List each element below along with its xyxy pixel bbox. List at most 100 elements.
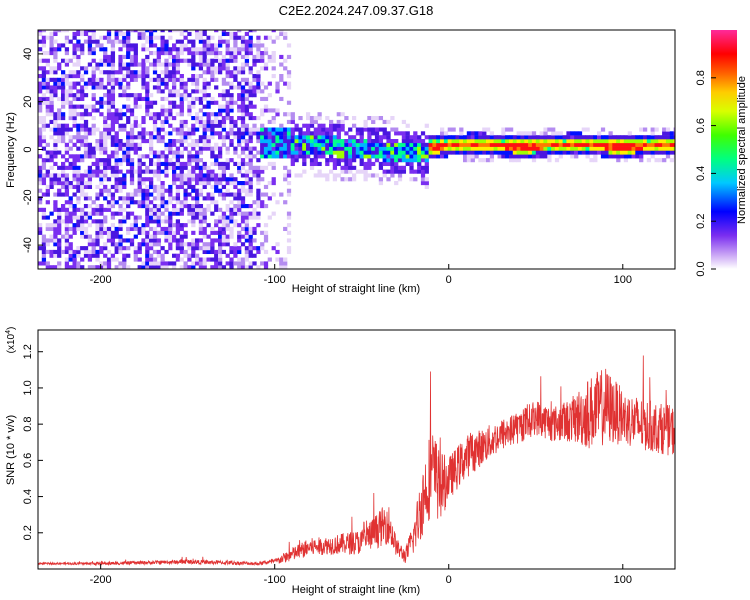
heatmap-cell: [221, 184, 227, 190]
heatmap-cell: [45, 77, 50, 82]
heatmap-cell: [290, 116, 295, 121]
heatmap-cell: [191, 51, 196, 56]
heatmap-cell: [221, 39, 227, 44]
heatmap-cell: [309, 131, 315, 136]
heatmap-cell: [72, 257, 77, 262]
heatmap-cell: [551, 142, 556, 147]
heatmap-cell: [103, 139, 108, 144]
heatmap-cell: [72, 158, 77, 163]
heatmap-cell: [191, 154, 196, 159]
heatmap-cell: [240, 100, 246, 105]
heatmap-cell: [286, 119, 292, 125]
heatmap-cell: [283, 31, 288, 37]
heatmap-cell: [424, 177, 429, 182]
heatmap-cell: [91, 127, 96, 132]
heatmap-cell: [191, 96, 196, 102]
heatmap-cell: [202, 146, 207, 151]
heatmap-cell: [152, 265, 158, 269]
heatmap-cell: [202, 112, 207, 117]
heatmap-cell: [126, 62, 131, 67]
heatmap-cell: [210, 173, 215, 178]
heatmap-cell: [589, 146, 594, 151]
heatmap-cell: [195, 257, 200, 262]
heatmap-cell: [99, 47, 104, 52]
heatmap-cell: [168, 116, 173, 121]
heatmap-cell: [260, 89, 265, 94]
heatmap-cell: [317, 150, 322, 155]
heatmap-cell: [80, 47, 85, 52]
heatmap-cell: [183, 58, 188, 63]
heatmap-cell: [99, 234, 104, 239]
heatmap-cell: [149, 112, 154, 117]
heatmap-cell: [49, 154, 54, 159]
heatmap-cell: [191, 89, 196, 94]
heatmap-cell: [160, 184, 165, 190]
heatmap-cell: [198, 173, 204, 178]
heatmap-cell: [321, 154, 326, 159]
heatmap-cell: [505, 142, 510, 147]
heatmap-cell: [214, 184, 219, 190]
heatmap-cell: [218, 246, 223, 251]
heatmap-cell: [83, 169, 89, 174]
heatmap-cell: [202, 51, 207, 56]
heatmap-cell: [198, 257, 204, 262]
heatmap-cell: [64, 30, 70, 33]
heatmap-cell: [218, 150, 223, 155]
heatmap-cell: [80, 192, 85, 197]
heatmap-cell: [233, 219, 238, 224]
heatmap-cell: [141, 192, 146, 197]
heatmap-cell: [286, 70, 292, 75]
heatmap-cell: [49, 173, 54, 178]
heatmap-cell: [237, 257, 242, 262]
heatmap-cell: [466, 154, 472, 159]
heatmap-cell: [118, 207, 123, 212]
heatmap-cell: [137, 96, 142, 102]
heatmap-cell: [279, 135, 284, 140]
heatmap-cell: [179, 169, 184, 174]
heatmap-cell: [49, 158, 54, 163]
heatmap-cell: [175, 184, 181, 190]
heatmap-cell: [61, 234, 66, 239]
heatmap-cell: [53, 54, 58, 60]
heatmap-cell: [401, 154, 407, 159]
heatmap-cell: [570, 131, 575, 136]
heatmap-cell: [80, 51, 85, 56]
heatmap-cell: [187, 177, 192, 182]
heatmap-cell: [283, 265, 288, 269]
heatmap-cell: [91, 265, 96, 269]
heatmap-cell: [309, 146, 315, 151]
heatmap-cell: [103, 261, 108, 266]
heatmap-cell: [313, 142, 318, 147]
heatmap-cell: [122, 184, 127, 190]
heatmap-cell: [141, 223, 146, 228]
heatmap-cell: [129, 108, 135, 113]
heatmap-cell: [263, 139, 269, 144]
heatmap-cell: [126, 230, 131, 235]
heatmap-cell: [309, 142, 315, 147]
heatmap-cell: [524, 131, 529, 136]
heatmap-cell: [218, 173, 223, 178]
heatmap-cell: [126, 131, 131, 136]
heatmap-cell: [662, 158, 667, 163]
heatmap-cell: [114, 31, 119, 37]
heatmap-cell: [497, 135, 502, 140]
heatmap-cell: [459, 131, 464, 136]
heatmap-cell: [61, 204, 66, 209]
x-tick-label: -100: [264, 274, 286, 286]
heatmap-cell: [424, 146, 429, 151]
heatmap-cell: [646, 158, 652, 163]
heatmap-cell: [397, 169, 403, 174]
heatmap-cell: [164, 77, 169, 82]
heatmap-cell: [103, 158, 108, 163]
heatmap-cell: [244, 188, 250, 193]
heatmap-cell: [363, 146, 368, 151]
heatmap-cell: [149, 93, 154, 98]
heatmap-cell: [505, 154, 510, 159]
heatmap-cell: [371, 142, 376, 147]
heatmap-cell: [252, 74, 257, 79]
heatmap-cell: [221, 211, 227, 216]
heatmap-cell: [332, 142, 338, 147]
heatmap-cell: [378, 142, 384, 147]
heatmap-cell: [91, 93, 96, 98]
bottom-x-axis: -200 -100 0 100: [90, 564, 632, 586]
